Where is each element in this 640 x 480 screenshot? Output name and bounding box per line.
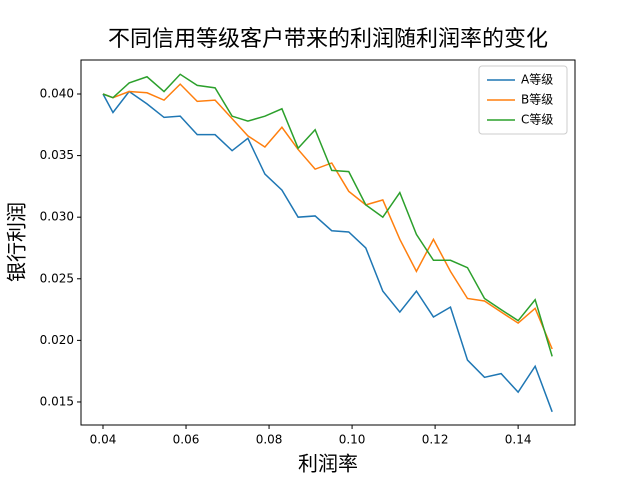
y-tick-label: 0.025 [40, 271, 74, 285]
y-tick-label: 0.040 [40, 86, 74, 100]
x-tick-label: 0.10 [339, 433, 366, 447]
x-tick-label: 0.14 [505, 433, 532, 447]
y-tick-label: 0.020 [40, 333, 74, 347]
legend-label: B等级 [521, 93, 553, 107]
y-axis-label: 银行利润 [5, 202, 29, 282]
line-series [102, 73, 553, 357]
x-tick-label: 0.08 [256, 433, 283, 447]
legend-label: A等级 [521, 73, 553, 87]
line-series [102, 83, 553, 350]
legend: A等级 B等级 C等级 [478, 65, 568, 135]
x-tick-label: 0.04 [90, 433, 117, 447]
legend-box [478, 65, 568, 135]
y-tick-label: 0.015 [40, 394, 74, 408]
x-tick-label: 0.12 [422, 433, 449, 447]
plot-frame [80, 59, 576, 426]
x-tick-label: 0.06 [173, 433, 200, 447]
chart-title: 不同信用等级客户带来的利润随利润率的变化 [108, 27, 548, 52]
y-tick-label: 0.030 [40, 210, 74, 224]
y-tick-label: 0.035 [40, 148, 74, 162]
x-axis-label: 利润率 [298, 452, 358, 476]
legend-label: C等级 [521, 113, 553, 127]
line-series [102, 90, 553, 413]
